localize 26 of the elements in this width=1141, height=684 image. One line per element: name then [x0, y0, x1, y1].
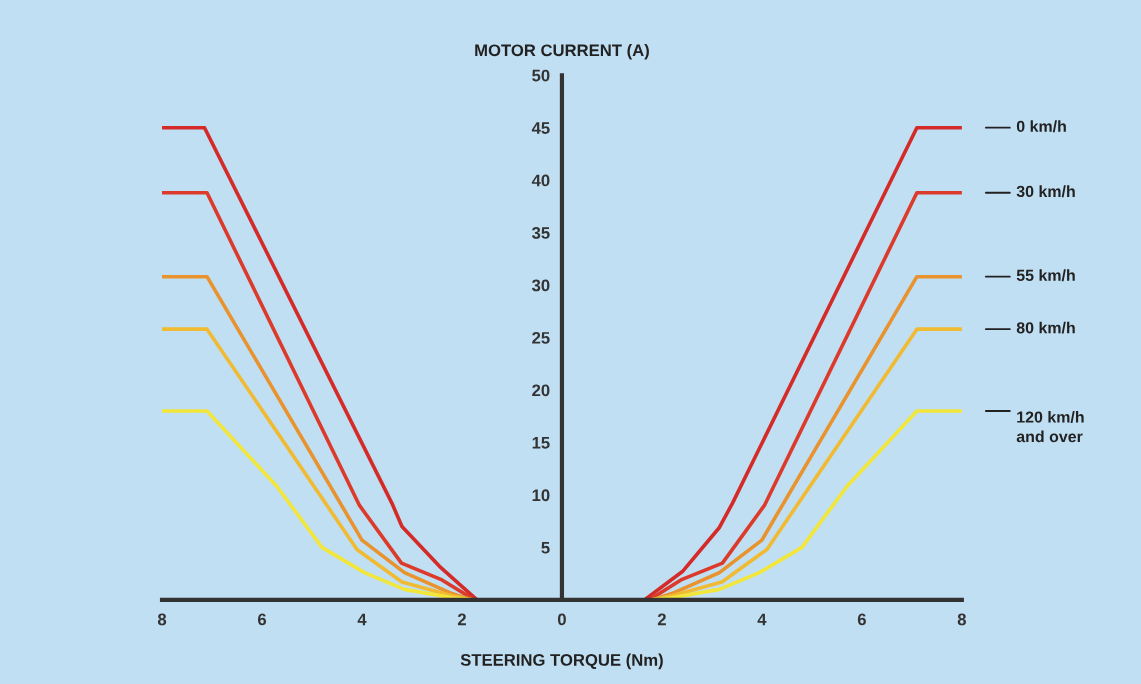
x-tick-label: 4 [357, 613, 367, 626]
y-tick-label: 10 [532, 489, 550, 502]
x-tick-label: 8 [157, 613, 167, 626]
text: 80 km/h [1016, 321, 1075, 334]
x-tick-label: 0 [557, 613, 566, 626]
y-tick-label: 20 [532, 384, 550, 397]
x-tick-label: 6 [257, 613, 267, 626]
x-tick-label: 2 [457, 613, 466, 626]
text: 120 km/h and over [1016, 411, 1084, 443]
y-tick-label: 35 [531, 227, 550, 239]
x-tick-label: 6 [857, 613, 866, 626]
y-tick-label: 40 [531, 174, 550, 187]
x-tick-label: 4 [757, 613, 767, 626]
y-tick-label: 45 [531, 122, 550, 134]
text: 55 km/h [1016, 269, 1075, 282]
x-tick-label: 2 [657, 613, 666, 626]
y-axis-title: MOTOR CURRENT (A) [475, 43, 649, 60]
y-tick-label: 5 [541, 541, 550, 554]
y-tick-label: 30 [531, 279, 550, 292]
y-tick-label: 15 [532, 437, 550, 449]
y-tick-label: 25 [532, 331, 550, 344]
x-axis-title: STEERING TORQUE (Nm) [460, 653, 663, 670]
text: 30 km/h [1016, 185, 1075, 198]
x-tick-label: 8 [957, 613, 966, 626]
text: 0 km/h [1016, 120, 1066, 133]
y-tick-label: 50 [532, 69, 550, 82]
